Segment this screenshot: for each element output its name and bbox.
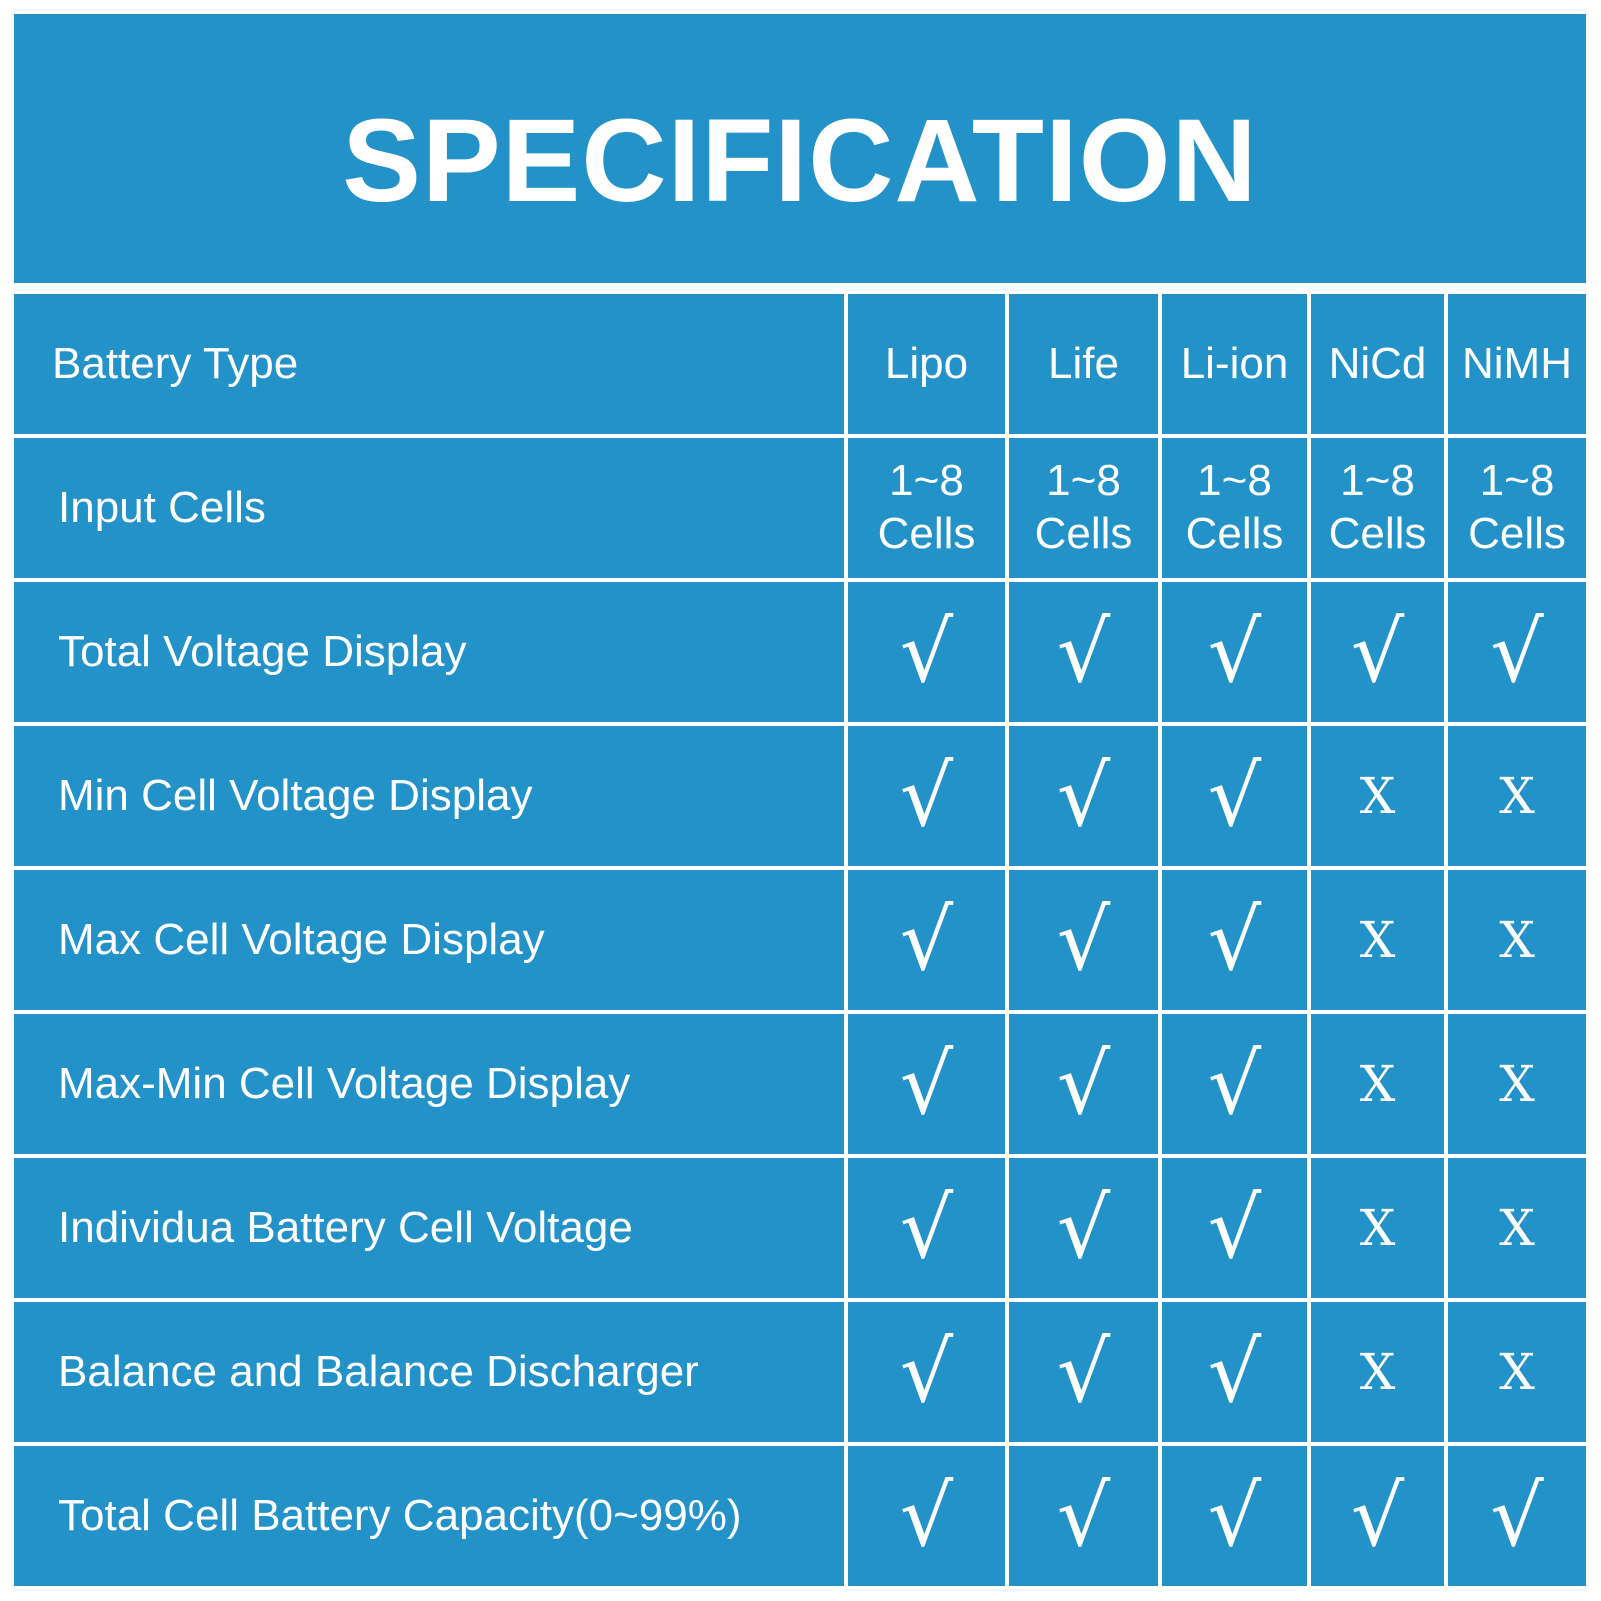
cross-icon: X — [1311, 1014, 1444, 1154]
check-icon: √ — [1009, 870, 1158, 1010]
page-title: SPECIFICATION — [342, 94, 1258, 227]
cross-icon: X — [1311, 1302, 1444, 1442]
row-label: Total Voltage Display — [14, 582, 844, 722]
check-icon: √ — [1311, 582, 1444, 722]
header-nicd: NiCd — [1311, 294, 1444, 434]
check-icon: √ — [1162, 870, 1307, 1010]
row-label: Max-Min Cell Voltage Display — [14, 1014, 844, 1154]
cross-icon: X — [1448, 1302, 1586, 1442]
check-icon: √ — [1009, 726, 1158, 866]
check-icon: √ — [848, 1446, 1005, 1586]
check-icon: √ — [1448, 582, 1586, 722]
check-icon: √ — [848, 1302, 1005, 1442]
check-icon: √ — [1009, 582, 1158, 722]
input-cells-value: 1~8 Cells — [1448, 438, 1586, 578]
specification-table: Battery Type Lipo Life Li-ion NiCd NiMH … — [14, 294, 1586, 1586]
check-icon: √ — [1311, 1446, 1444, 1586]
row-label: Individua Battery Cell Voltage — [14, 1158, 844, 1298]
check-icon: √ — [848, 726, 1005, 866]
check-icon: √ — [848, 582, 1005, 722]
header-lipo: Lipo — [848, 294, 1005, 434]
header-life: Life — [1009, 294, 1158, 434]
cross-icon: X — [1311, 726, 1444, 866]
cross-icon: X — [1448, 1158, 1586, 1298]
cross-icon: X — [1311, 870, 1444, 1010]
check-icon: √ — [1009, 1158, 1158, 1298]
row-label: Min Cell Voltage Display — [14, 726, 844, 866]
check-icon: √ — [1162, 1158, 1307, 1298]
input-cells-value: 1~8 Cells — [1162, 438, 1307, 578]
check-icon: √ — [1162, 1446, 1307, 1586]
check-icon: √ — [1009, 1014, 1158, 1154]
check-icon: √ — [1009, 1302, 1158, 1442]
input-cells-value: 1~8 Cells — [848, 438, 1005, 578]
row-label: Total Cell Battery Capacity(0~99%) — [14, 1446, 844, 1586]
header-li-ion: Li-ion — [1162, 294, 1307, 434]
check-icon: √ — [1162, 582, 1307, 722]
check-icon: √ — [848, 870, 1005, 1010]
title-banner: SPECIFICATION — [14, 14, 1586, 283]
header-nimh: NiMH — [1448, 294, 1586, 434]
input-cells-value: 1~8 Cells — [1311, 438, 1444, 578]
check-icon: √ — [1162, 1302, 1307, 1442]
cross-icon: X — [1448, 1014, 1586, 1154]
check-icon: √ — [1009, 1446, 1158, 1586]
check-icon: √ — [848, 1014, 1005, 1154]
row-label: Balance and Balance Discharger — [14, 1302, 844, 1442]
check-icon: √ — [1162, 726, 1307, 866]
cross-icon: X — [1448, 726, 1586, 866]
header-battery-type: Battery Type — [14, 294, 844, 434]
check-icon: √ — [848, 1158, 1005, 1298]
row-label-input-cells: Input Cells — [14, 438, 844, 578]
check-icon: √ — [1162, 1014, 1307, 1154]
row-label: Max Cell Voltage Display — [14, 870, 844, 1010]
cross-icon: X — [1448, 870, 1586, 1010]
input-cells-value: 1~8 Cells — [1009, 438, 1158, 578]
check-icon: √ — [1448, 1446, 1586, 1586]
cross-icon: X — [1311, 1158, 1444, 1298]
